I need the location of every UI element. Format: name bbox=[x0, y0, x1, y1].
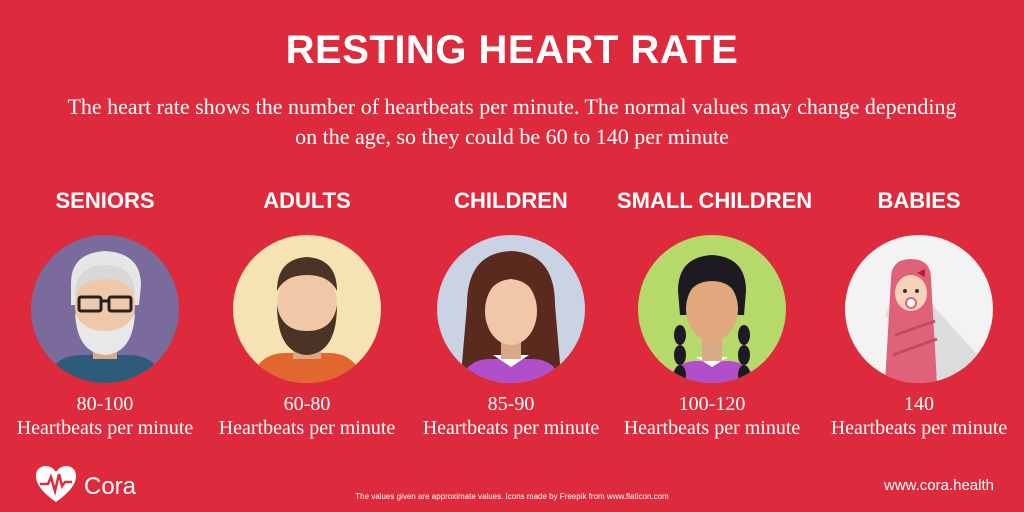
heart-rate-range: 85-90 bbox=[487, 393, 535, 415]
heart-pulse-icon bbox=[34, 464, 78, 509]
group-value: 100-120 Heartbeats per minute bbox=[605, 392, 819, 440]
footer-note: The values given are approximate values.… bbox=[355, 492, 669, 501]
page-subtitle: The heart rate shows the number of heart… bbox=[67, 94, 957, 149]
heart-rate-unit: Heartbeats per minute bbox=[16, 417, 194, 439]
page-title: RESTING HEART RATE bbox=[285, 28, 739, 72]
group-value: 85-90 Heartbeats per minute bbox=[404, 392, 618, 440]
group-label: SMALL CHILDREN bbox=[617, 188, 813, 213]
baby-avatar bbox=[845, 235, 993, 383]
website-link[interactable]: www.cora.health bbox=[883, 477, 994, 494]
group-value: 140 Heartbeats per minute bbox=[812, 392, 1024, 440]
cora-logo: Cora bbox=[34, 464, 136, 509]
heart-rate-unit: Heartbeats per minute bbox=[218, 417, 396, 439]
adult-man-avatar bbox=[233, 235, 381, 383]
senior-man-avatar bbox=[31, 235, 179, 383]
heart-rate-unit: Heartbeats per minute bbox=[830, 417, 1008, 439]
group-label: CHILDREN bbox=[454, 188, 568, 213]
heart-rate-unit: Heartbeats per minute bbox=[623, 417, 801, 439]
heart-rate-unit: Heartbeats per minute bbox=[422, 417, 600, 439]
group-value: 60-80 Heartbeats per minute bbox=[200, 392, 414, 440]
heart-rate-range: 100-120 bbox=[678, 393, 746, 415]
group-value: 80-100 Heartbeats per minute bbox=[0, 392, 212, 440]
heart-rate-range: 60-80 bbox=[283, 393, 331, 415]
girl-avatar bbox=[437, 235, 585, 383]
group-label: BABIES bbox=[877, 188, 961, 213]
brand-name: Cora bbox=[84, 472, 137, 500]
group-label: SENIORS bbox=[55, 188, 155, 213]
heart-rate-range: 140 bbox=[904, 393, 934, 415]
heart-rate-range: 80-100 bbox=[76, 393, 134, 415]
small-girl-avatar bbox=[638, 235, 786, 383]
group-label: ADULTS bbox=[263, 188, 351, 213]
